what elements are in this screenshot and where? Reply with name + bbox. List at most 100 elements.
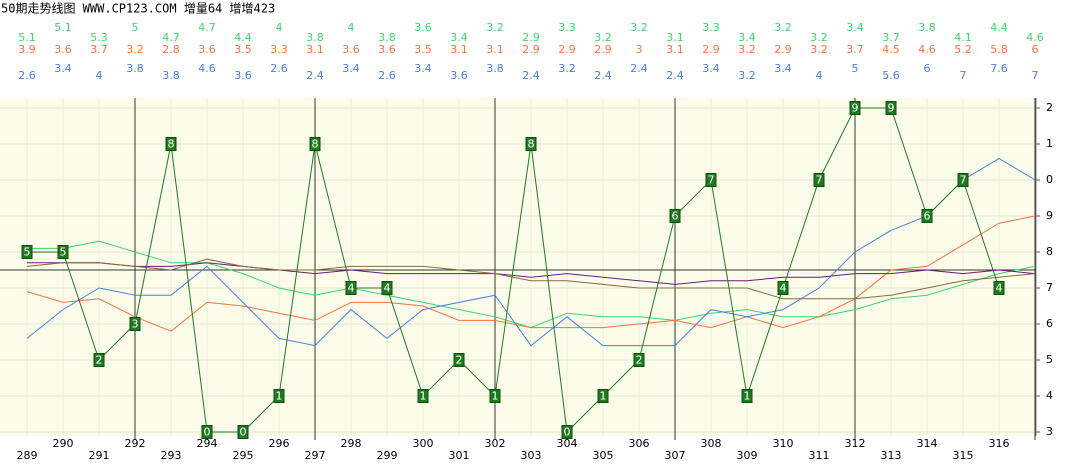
value-label: 4.1 [954,31,972,44]
x-tick-label: 296 [269,437,290,450]
x-tick-label: 306 [629,437,650,450]
digit-marker [525,137,537,151]
x-tick-label: 311 [809,449,830,462]
x-tick-label: 310 [773,437,794,450]
digit-marker [849,101,861,115]
trend-line [27,262,1036,285]
value-label: 5.1 [54,21,72,34]
y-tick-label: 7 [1046,281,1053,294]
x-tick-label: 314 [917,437,938,450]
value-label: 3.8 [486,62,504,75]
x-tick-label: 298 [341,437,362,450]
value-label: 3.6 [414,21,432,34]
digit-marker [381,281,393,295]
digit-marker [921,209,933,223]
digit-label: 9 [888,102,895,115]
value-label: 3.2 [594,31,612,44]
value-label: 3.8 [918,21,936,34]
digit-label: 6 [924,210,931,223]
digit-label: 3 [132,318,139,331]
trend-line [26,258,1036,300]
chart-title: 50期走势线图 WWW.CP123.COM 增量64 增增423 [1,2,275,16]
value-label: 2.4 [594,69,612,82]
value-label: 3.2 [810,43,828,56]
trend-line [26,157,1036,347]
value-label: 2.9 [522,43,540,56]
value-label: 5.3 [90,31,108,44]
x-tick-label: 293 [161,449,182,462]
digit-marker [201,425,213,439]
digit-label: 6 [672,210,679,223]
y-tick-label: 8 [1046,245,1053,258]
digit-label: 5 [60,246,67,259]
digit-marker [597,389,609,403]
value-label: 2.8 [162,43,180,56]
value-label: 3.3 [558,21,576,34]
x-tick-label: 312 [845,437,866,450]
value-label: 2.4 [522,69,540,82]
y-tick-label: 3 [1046,425,1053,438]
value-label: 3.5 [234,43,252,56]
value-label: 4 [348,21,355,34]
value-label: 4 [816,69,823,82]
value-label: 4.7 [162,31,180,44]
x-tick-label: 290 [53,437,74,450]
value-label: 4.4 [990,21,1008,34]
digit-marker [417,389,429,403]
digit-marker [93,353,105,367]
value-label: 5.1 [18,31,36,44]
value-label: 4.6 [198,62,216,75]
digit-marker [633,353,645,367]
value-label: 5.2 [954,43,972,56]
value-label: 3.4 [738,31,756,44]
value-label: 4.6 [918,43,936,56]
value-label: 2.4 [666,69,684,82]
x-tick-label: 294 [197,437,218,450]
value-label: 3.4 [846,21,864,34]
value-label: 2.4 [306,69,324,82]
digit-label: 2 [456,354,463,367]
digit-marker [993,281,1005,295]
digit-marker [813,173,825,187]
value-label: 2.9 [522,31,540,44]
value-label: 3.9 [18,43,36,56]
digit-label: 8 [528,138,535,151]
x-tick-label: 303 [521,449,542,462]
value-label: 4.6 [1026,31,1044,44]
digit-label: 2 [96,354,103,367]
value-label: 3.2 [126,43,144,56]
digit-marker [885,101,897,115]
digit-label: 2 [636,354,643,367]
value-label: 3.6 [378,43,396,56]
value-label: 5.8 [990,43,1008,56]
value-label: 4 [96,69,103,82]
digit-marker [705,173,717,187]
value-label: 3.4 [774,62,792,75]
value-label: 3.2 [558,62,576,75]
value-label: 3.2 [738,69,756,82]
value-label: 6 [1032,43,1039,56]
value-label: 2.9 [702,43,720,56]
digit-label: 0 [564,426,571,439]
digit-label: 4 [384,282,391,295]
x-tick-label: 313 [881,449,902,462]
x-tick-label: 309 [737,449,758,462]
value-label: 3.6 [54,43,72,56]
x-tick-label: 305 [593,449,614,462]
value-label: 2.6 [18,69,36,82]
value-label: 3.6 [234,69,252,82]
y-tick-label: 1 [1046,137,1053,150]
digit-label: 8 [168,138,175,151]
digit-label: 7 [816,174,823,187]
value-label: 2.9 [774,43,792,56]
digit-marker [777,281,789,295]
digit-marker [669,209,681,223]
value-label: 2.9 [594,43,612,56]
y-tick-label: 5 [1046,353,1053,366]
value-label: 6 [924,62,931,75]
digit-marker [237,425,249,439]
plot-area [0,98,1036,436]
value-label: 3.8 [306,31,324,44]
digit-marker [273,389,285,403]
